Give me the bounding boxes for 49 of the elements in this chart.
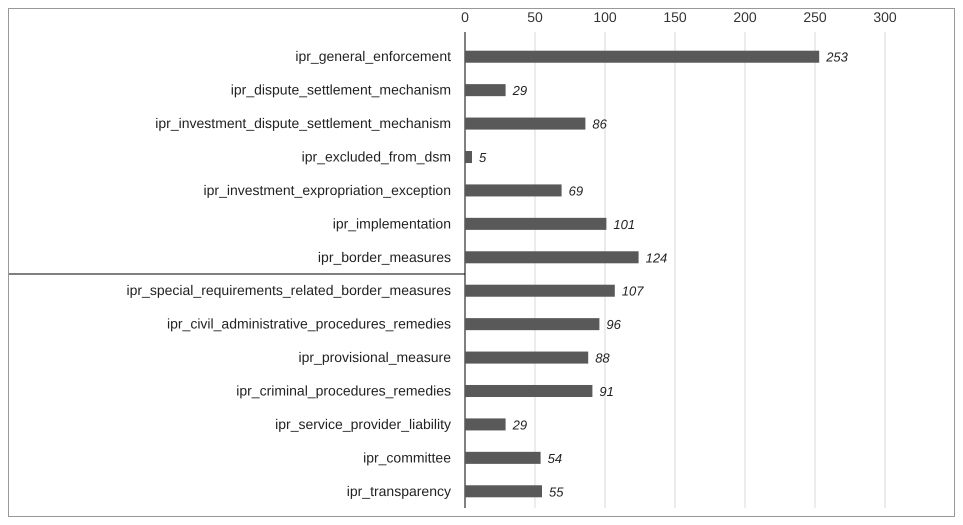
x-tick-label: 300: [873, 9, 897, 25]
bar: [465, 418, 506, 430]
data-label: 88: [595, 350, 610, 366]
y-tick-label: ipr_implementation: [332, 215, 451, 232]
y-tick-label: ipr_special_requirements_related_border_measures: [126, 282, 451, 298]
data-label: 253: [825, 50, 849, 65]
data-label: 124: [646, 250, 668, 266]
bar: [465, 452, 541, 464]
y-tick-label: ipr_civil_administrative_procedures_remedies: [166, 316, 451, 332]
x-tick-label: 100: [593, 9, 617, 25]
data-label: 29: [512, 83, 528, 98]
data-label: 107: [622, 284, 644, 299]
data-label: 91: [599, 384, 614, 399]
data-label: 5: [479, 150, 487, 165]
bar: [465, 284, 615, 297]
bar: [465, 352, 588, 364]
x-tick-label: 0: [461, 9, 470, 25]
y-tick-label: ipr_provisional_measure: [298, 349, 452, 366]
data-label: 55: [549, 484, 564, 500]
y-tick-label: ipr_investment_dispute_settlement_mechanism: [155, 115, 451, 132]
bar: [465, 251, 639, 264]
bar: [465, 218, 606, 230]
x-tick-label: 50: [527, 9, 543, 25]
x-tick-label: 200: [733, 9, 757, 25]
data-label: 96: [606, 317, 622, 332]
y-tick-label: ipr_border_measures: [318, 248, 451, 265]
bar: [465, 50, 820, 63]
data-label: 69: [568, 183, 584, 198]
y-tick-label: ipr_dispute_settlement_mechanism: [230, 82, 451, 98]
y-tick-label: ipr_investment_expropriation_exception: [204, 182, 451, 198]
data-label: 86: [592, 116, 608, 132]
bar: [465, 150, 472, 164]
x-tick-label: 150: [663, 9, 687, 25]
bar: [465, 118, 586, 130]
y-tick-label: ipr_committee: [363, 449, 452, 466]
bar: [465, 184, 562, 196]
y-tick-label: ipr_general_enforcement: [295, 48, 452, 64]
bar: [465, 384, 592, 398]
y-tick-label: ipr_transparency: [346, 482, 451, 499]
y-tick-label: ipr_excluded_from_dsm: [302, 148, 451, 164]
data-label: 29: [512, 417, 528, 432]
y-tick-label: ipr_criminal_procedures_remedies: [236, 382, 451, 398]
bar: [465, 318, 600, 330]
y-tick-label: ipr_service_provider_liability: [275, 416, 451, 432]
data-label: 54: [548, 450, 562, 466]
bar: [465, 485, 542, 498]
data-label: 101: [613, 216, 636, 232]
bar: [465, 84, 506, 96]
x-tick-label: 250: [803, 9, 827, 25]
